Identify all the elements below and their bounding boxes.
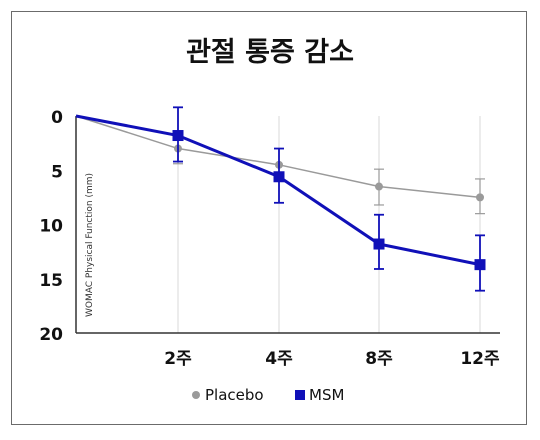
chart-frame [11,11,527,425]
placebo-point [375,182,383,191]
x-tick-label: 12주 [460,349,500,369]
msm-point [474,259,486,271]
msm-point [373,238,385,250]
msm-legend-marker [295,390,305,400]
y-axis-label: WOMAC Physical Function (mm) [85,173,95,317]
x-tick-label: 8주 [365,349,393,369]
placebo-legend-marker [192,391,200,399]
msm-point [273,171,285,183]
x-tick-label: 4주 [265,349,293,369]
y-tick-label: 5 [51,162,63,182]
y-tick-label: 0 [51,108,63,128]
msm-legend-label: MSM [309,386,344,404]
chart-title: 관절 통증 감소 [186,37,354,68]
placebo-point [476,193,484,202]
y-tick-label: 15 [39,271,63,291]
placebo-legend-label: Placebo [205,386,264,404]
x-tick-label: 2주 [164,349,192,369]
y-tick-label: 10 [39,217,63,237]
msm-point [172,130,184,142]
y-tick-label: 20 [39,325,63,345]
